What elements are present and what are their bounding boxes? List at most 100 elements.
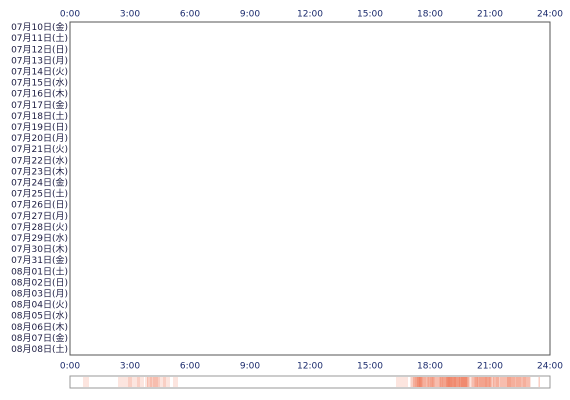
density-segment xyxy=(424,377,429,387)
y-label: 07月21日(火) xyxy=(11,144,68,155)
density-segment xyxy=(520,377,526,387)
density-segment xyxy=(440,377,456,387)
density-segment xyxy=(452,377,460,387)
density-segment xyxy=(461,377,468,387)
y-label: 07月10日(金) xyxy=(11,21,68,33)
density-segment xyxy=(472,377,478,387)
density-segment xyxy=(128,377,140,387)
density-segment xyxy=(413,377,422,387)
x-tick-label: 3:00 xyxy=(120,10,140,20)
density-segment xyxy=(428,377,444,387)
x-tick-label: 12:00 xyxy=(297,10,323,20)
density-segment xyxy=(516,377,521,387)
y-label: 08月01日(土) xyxy=(11,265,68,277)
y-label: 07月29日(水) xyxy=(11,232,68,244)
y-label: 07月20日(月) xyxy=(11,133,68,144)
y-label: 07月18日(土) xyxy=(11,110,68,122)
density-segment xyxy=(500,377,504,387)
y-label: 07月13日(月) xyxy=(11,55,68,66)
y-label: 07月23日(木) xyxy=(11,165,68,177)
density-segment xyxy=(416,377,420,387)
y-label: 08月03日(月) xyxy=(11,288,68,299)
y-label: 07月30日(木) xyxy=(11,243,68,255)
x-tick-label: 9:00 xyxy=(240,10,260,20)
y-label: 07月16日(木) xyxy=(11,88,68,100)
x-tick-label: 21:00 xyxy=(477,362,503,372)
x-tick-label: 24:00 xyxy=(537,10,563,20)
density-segment xyxy=(410,377,422,387)
density-segment xyxy=(447,377,456,387)
density-segment xyxy=(477,377,491,387)
x-tick-label: 24:00 xyxy=(537,362,563,372)
density-segment xyxy=(150,377,170,387)
y-label: 08月06日(木) xyxy=(11,321,68,333)
density-segment xyxy=(396,377,408,387)
density-segment xyxy=(442,377,450,387)
x-tick-label: 0:00 xyxy=(60,362,80,372)
density-segment xyxy=(479,377,492,387)
density-segment xyxy=(417,377,430,387)
plot-frame xyxy=(69,21,551,356)
y-label: 07月19日(日) xyxy=(11,122,68,133)
density-segment xyxy=(481,377,490,387)
density-segment xyxy=(474,377,478,387)
density-segment xyxy=(430,377,437,387)
density-segment xyxy=(471,377,487,387)
density-segment xyxy=(440,377,452,387)
density-segment xyxy=(466,377,470,387)
density-segment xyxy=(147,377,150,387)
density-segment xyxy=(453,377,470,387)
x-tick-label: 15:00 xyxy=(357,10,383,20)
density-segment xyxy=(461,377,469,387)
density-segment xyxy=(538,377,540,387)
density-segment xyxy=(147,377,152,387)
density-segment xyxy=(436,377,448,387)
density-segment xyxy=(456,377,467,387)
density-segment xyxy=(475,377,481,387)
density-segment xyxy=(430,377,432,387)
y-label: 07月11日(土) xyxy=(11,32,68,44)
density-segment xyxy=(163,377,166,387)
density-segment xyxy=(485,377,491,387)
density-segment xyxy=(417,377,421,387)
density-segment xyxy=(470,377,488,387)
density-segment xyxy=(446,377,456,387)
y-label: 07月15日(水) xyxy=(11,77,68,89)
y-label: 07月22日(水) xyxy=(11,154,68,166)
density-segment xyxy=(493,377,497,387)
density-segment xyxy=(411,377,416,387)
density-segment xyxy=(507,377,517,387)
density-segment xyxy=(432,377,436,387)
x-tick-label: 3:00 xyxy=(120,362,140,372)
density-segment xyxy=(137,377,144,387)
density-segment xyxy=(432,377,434,387)
density-segment xyxy=(173,377,178,387)
density-segment xyxy=(488,377,490,387)
density-segment xyxy=(456,377,460,387)
density-segment xyxy=(440,377,443,387)
y-label: 08月02日(日) xyxy=(11,277,68,288)
density-segment xyxy=(523,377,531,387)
density-segment xyxy=(448,377,452,387)
density-segment xyxy=(419,377,424,387)
density-segment xyxy=(454,377,466,387)
x-tick-label: 18:00 xyxy=(417,10,443,20)
y-label: 08月04日(火) xyxy=(11,300,68,311)
x-tick-label: 15:00 xyxy=(357,362,383,372)
x-tick-label: 21:00 xyxy=(477,10,503,20)
density-segment xyxy=(439,377,441,387)
density-strip xyxy=(69,375,551,389)
density-segment xyxy=(446,377,453,387)
density-segment xyxy=(539,377,540,387)
density-segment xyxy=(450,377,456,387)
density-segment xyxy=(150,377,160,387)
density-segment xyxy=(497,377,499,387)
density-segment xyxy=(493,377,530,387)
density-segment xyxy=(83,377,89,387)
y-label: 08月05日(水) xyxy=(11,310,68,322)
y-label: 07月17日(金) xyxy=(11,99,68,111)
density-segment xyxy=(427,377,433,387)
y-label: 07月14日(火) xyxy=(11,66,68,77)
x-tick-label: 9:00 xyxy=(240,362,260,372)
